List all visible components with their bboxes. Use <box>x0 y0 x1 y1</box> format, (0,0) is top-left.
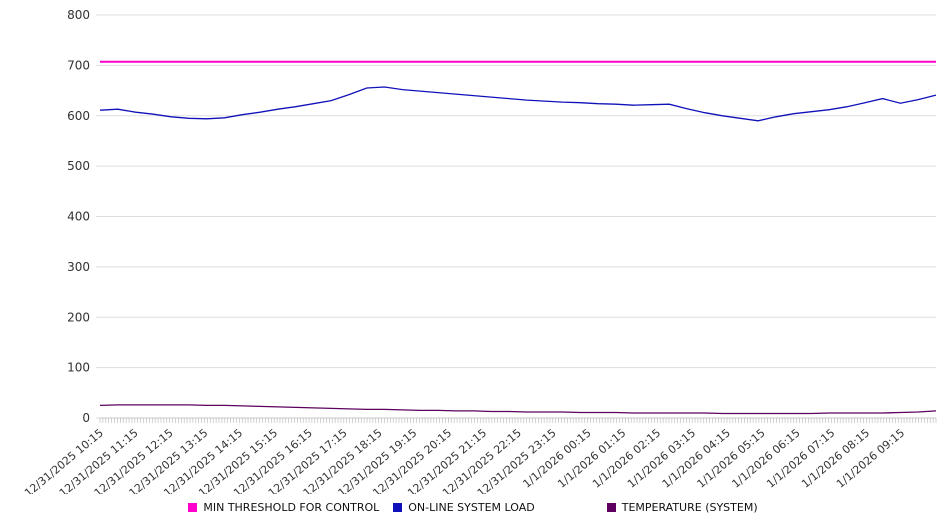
series-line-temperature-system <box>99 404 937 415</box>
y-axis-tick-labels: 0 100 200 300 400 500 600 700 800 <box>67 8 90 425</box>
legend-swatch-min-threshold-for-control-icon <box>188 502 198 512</box>
legend-swatch-temperature-system-icon <box>606 502 616 512</box>
y-tick-label: 0 <box>82 411 90 425</box>
legend-item-temperature-system[interactable]: TEMPERATURE (SYSTEM) <box>606 500 758 514</box>
series-line-on-line-system-load <box>99 86 937 122</box>
y-tick-label: 400 <box>67 210 90 224</box>
chart-legend: MIN THRESHOLD FOR CONTROL ON-LINE SYSTEM… <box>0 492 946 522</box>
legend-label-on-line-system-load: ON-LINE SYSTEM LOAD <box>408 500 535 514</box>
legend-swatch-on-line-system-load-icon <box>393 502 403 512</box>
y-tick-label: 700 <box>67 58 90 72</box>
y-tick-label: 600 <box>67 109 90 123</box>
y-tick-label: 100 <box>67 361 90 375</box>
line-chart: 0 100 200 300 400 500 600 700 800 12/31/2025 10:1… <box>22 8 937 494</box>
y-tick-label: 500 <box>67 159 90 173</box>
legend-item-on-line-system-load[interactable]: ON-LINE SYSTEM LOAD <box>393 500 535 514</box>
legend-item-min-threshold-for-control[interactable]: MIN THRESHOLD FOR CONTROL <box>188 501 379 514</box>
y-tick-label: 800 <box>67 8 90 22</box>
y-tick-label: 200 <box>67 310 90 324</box>
y-tick-label: 300 <box>67 260 90 274</box>
legend-label-min-threshold-for-control: MIN THRESHOLD FOR CONTROL <box>203 500 380 514</box>
legend-label-temperature-system: TEMPERATURE (SYSTEM) <box>621 500 758 514</box>
x-axis-minor-ticks <box>99 417 937 423</box>
gridlines <box>96 14 936 419</box>
